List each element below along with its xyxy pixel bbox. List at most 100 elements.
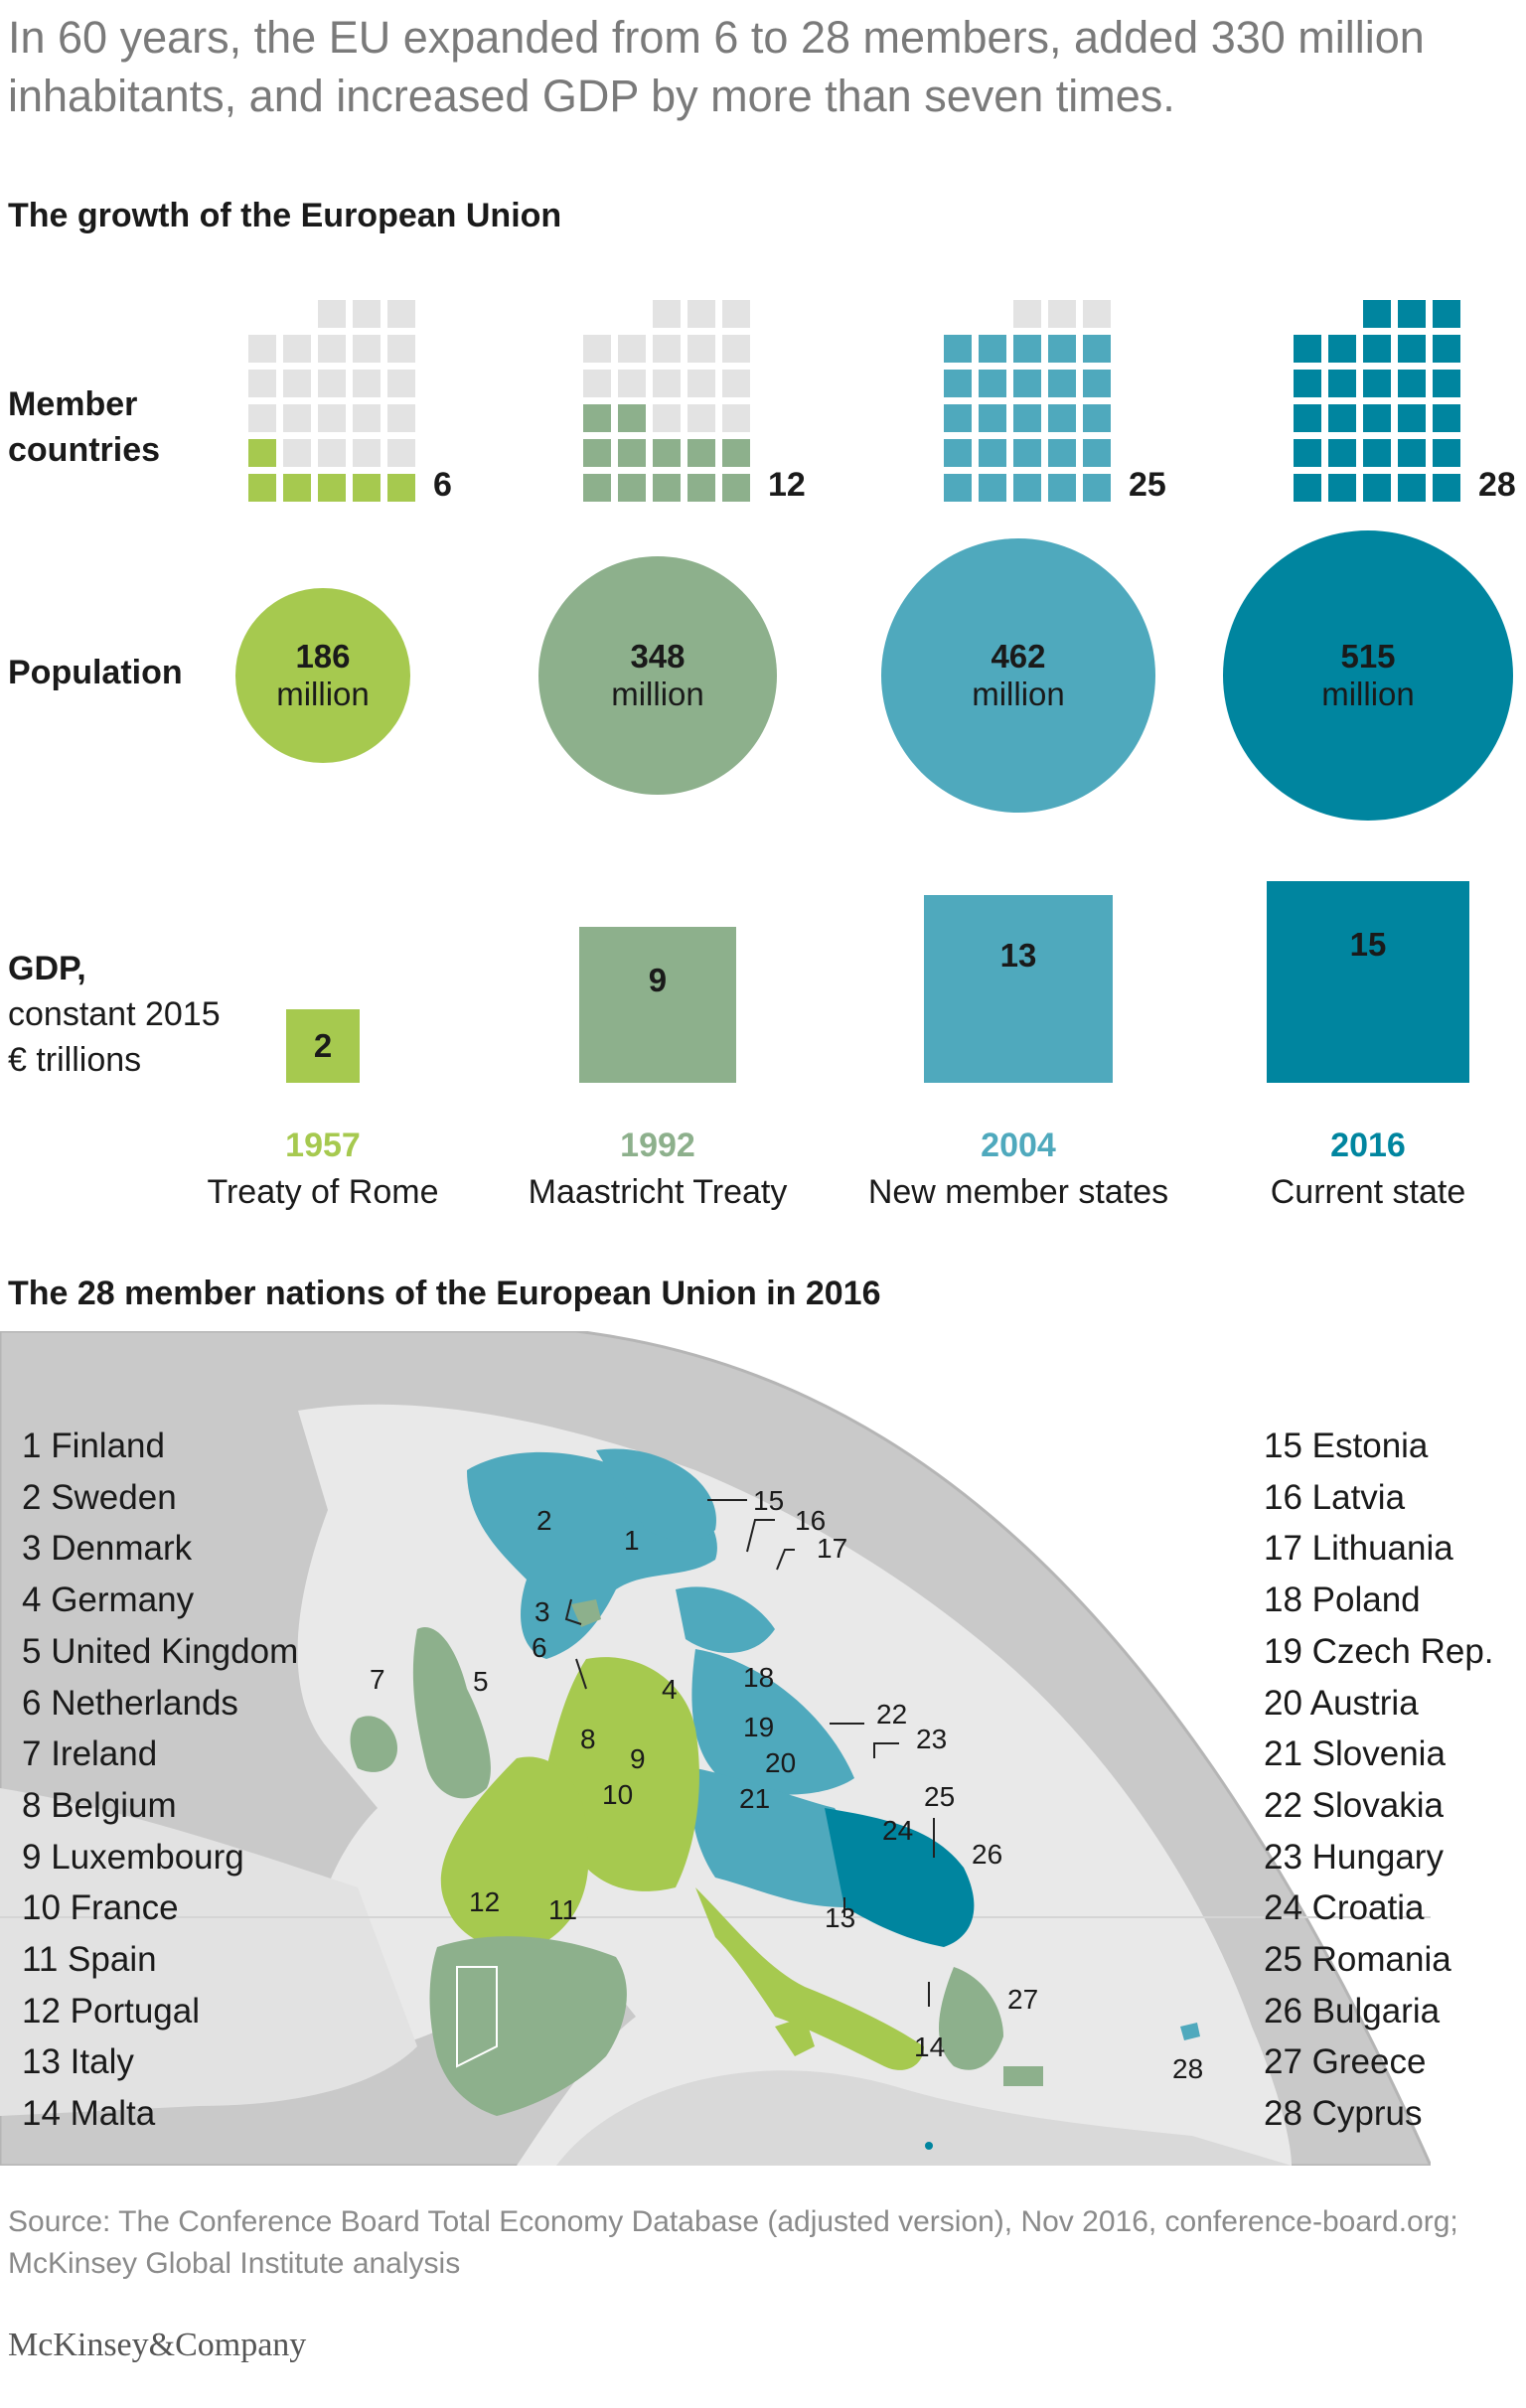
member-square: [1328, 404, 1356, 432]
member-square: [653, 404, 681, 432]
member-square: [1328, 370, 1356, 397]
legend-item: 27 Greece: [1264, 2042, 1427, 2082]
map-label-6: 6: [532, 1632, 547, 1663]
legend-item: 6 Netherlands: [22, 1683, 238, 1723]
row-label-gdp: GDP, constant 2015 € trillions: [8, 946, 221, 1083]
region-poland: [691, 1649, 854, 1795]
member-square: [1048, 474, 1076, 502]
member-count: 28: [1478, 466, 1516, 504]
member-square: [687, 404, 715, 432]
map-label-9: 9: [630, 1743, 646, 1774]
member-square: [1048, 300, 1076, 328]
row-label-gdp-line2: constant 2015: [8, 995, 221, 1033]
member-square: [583, 474, 611, 502]
year-label: 1957: [285, 1127, 361, 1164]
legend-item: 15 Estonia: [1264, 1427, 1429, 1465]
member-square: [387, 439, 415, 467]
member-square: [1363, 300, 1391, 328]
member-square: [1083, 474, 1111, 502]
member-count: 12: [768, 466, 806, 504]
legend-item: 24 Croatia: [1264, 1888, 1425, 1928]
member-square: [318, 439, 346, 467]
member-square: [722, 300, 750, 328]
legend-item: 9 Luxembourg: [22, 1837, 244, 1877]
map-label-7: 7: [370, 1664, 385, 1695]
member-square: [1398, 404, 1426, 432]
map-label-8: 8: [580, 1724, 596, 1754]
member-square: [1433, 474, 1460, 502]
map-label-23: 23: [916, 1724, 947, 1754]
map-label-18: 18: [743, 1662, 774, 1693]
legend-item: 2 Sweden: [22, 1477, 177, 1517]
legend-item: 18 Poland: [1264, 1580, 1421, 1620]
legend-item: 10 France: [22, 1888, 179, 1928]
legend-item: 3 Denmark: [22, 1529, 193, 1569]
legend-item: 14 Malta: [22, 2094, 156, 2134]
member-square: [583, 335, 611, 363]
map-label-5: 5: [473, 1666, 489, 1697]
leader-16: [746, 1519, 775, 1553]
member-square: [1013, 439, 1041, 467]
member-square: [318, 474, 346, 502]
member-square: [1083, 439, 1111, 467]
map-label-14: 14: [914, 2032, 945, 2062]
map-label-20: 20: [765, 1747, 796, 1778]
map-label-1: 1: [624, 1525, 640, 1556]
member-square: [353, 370, 381, 397]
map-label-26: 26: [972, 1839, 1002, 1870]
population-value: 186: [295, 637, 351, 675]
member-square: [353, 439, 381, 467]
row-label-gdp-line3: € trillions: [8, 1041, 142, 1079]
region-denmark: [571, 1599, 601, 1627]
member-square: [1433, 335, 1460, 363]
growth-chart: 6 186 million 2 1957 Treaty of Rome 12 348 milli…: [207, 300, 1516, 1211]
map-label-12: 12: [469, 1886, 500, 1917]
legend-item: 5 United Kingdom: [22, 1631, 299, 1671]
population-unit: million: [611, 675, 704, 712]
map-label-16: 16: [795, 1505, 826, 1536]
member-square: [353, 474, 381, 502]
legend-item: 11 Spain: [22, 1940, 157, 1979]
member-square: [944, 474, 972, 502]
member-square: [1294, 404, 1321, 432]
member-square: [979, 370, 1006, 397]
member-square: [1328, 439, 1356, 467]
member-square: [1294, 370, 1321, 397]
section-title-map: The 28 member nations of the European Un…: [8, 1275, 881, 1312]
region-malta: [925, 2142, 933, 2150]
row-label-gdp-line1: GDP,: [8, 950, 86, 987]
member-square: [387, 370, 415, 397]
source-note: Source: The Conference Board Total Econo…: [8, 2205, 1458, 2280]
member-square: [1013, 335, 1041, 363]
population-circle: 348 million: [537, 555, 777, 795]
legend-item: 1 Finland: [22, 1427, 165, 1465]
member-square: [687, 300, 715, 328]
headline: In 60 years, the EU expanded from 6 to 2…: [8, 12, 1425, 121]
member-square: [653, 370, 681, 397]
member-square: [283, 474, 311, 502]
member-square: [353, 335, 381, 363]
population-value: 515: [1340, 638, 1396, 675]
leader-17: [776, 1549, 795, 1571]
legend-item: 8 Belgium: [22, 1785, 177, 1825]
member-square: [722, 404, 750, 432]
population-circle: 186 million: [235, 588, 410, 763]
member-square: [1433, 300, 1460, 328]
member-square: [583, 404, 611, 432]
legend-item: 23 Hungary: [1264, 1837, 1444, 1877]
leader-23: [873, 1742, 899, 1758]
member-square: [283, 404, 311, 432]
member-square: [1328, 335, 1356, 363]
member-square: [1013, 300, 1041, 328]
member-square: [1398, 335, 1426, 363]
member-square: [1083, 335, 1111, 363]
member-square: [979, 439, 1006, 467]
member-square: [1294, 335, 1321, 363]
member-square: [1294, 474, 1321, 502]
member-square: [944, 370, 972, 397]
year-label: 1992: [620, 1127, 695, 1164]
member-square: [1048, 439, 1076, 467]
map-label-2: 2: [536, 1505, 552, 1536]
member-square: [653, 300, 681, 328]
member-square: [1363, 404, 1391, 432]
